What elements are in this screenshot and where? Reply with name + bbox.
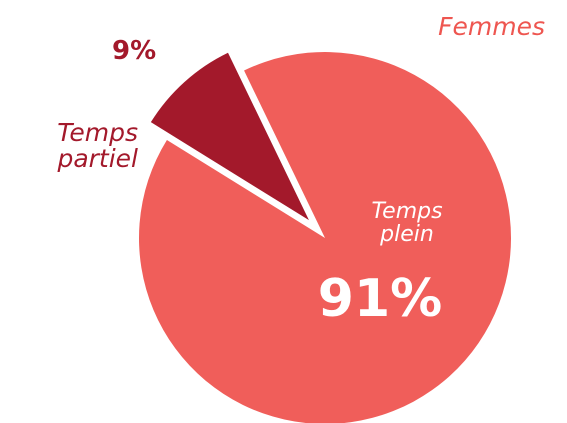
chart-title: Femmes: [438, 12, 545, 41]
value-label: 91%: [317, 269, 443, 329]
value-label: 9%: [112, 36, 157, 66]
pie-slice: [150, 52, 309, 221]
pie-slice: [139, 52, 511, 423]
slice-label: Temps partiel: [57, 118, 138, 174]
slice-label: Temps plein: [371, 199, 443, 248]
